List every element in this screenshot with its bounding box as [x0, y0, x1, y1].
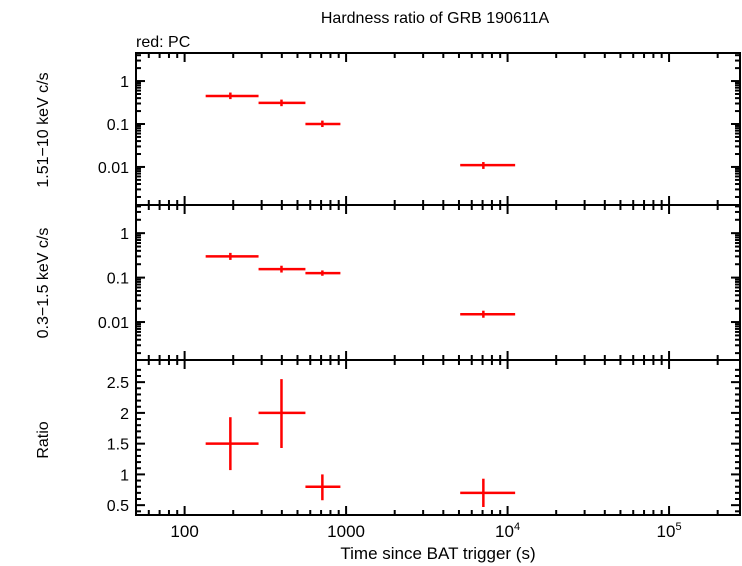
panel-frame — [135, 52, 741, 206]
x-tick-base: 100 — [170, 522, 198, 541]
panel-1: 1 0.1 0.01 — [98, 204, 741, 361]
x-tick-label: 100 — [170, 522, 198, 541]
x-tick-exponent: 4 — [514, 521, 520, 533]
y-tick-label: 0.01 — [98, 160, 129, 177]
panel-frame — [135, 204, 741, 361]
panel-2: 2.5 2 1.5 1 0.5 — [107, 359, 741, 516]
panel-frame — [135, 359, 741, 516]
x-axis-label: Time since BAT trigger (s) — [340, 544, 535, 563]
y-tick-label: 1.5 — [107, 437, 129, 454]
y-tick-label: 0.1 — [107, 271, 129, 288]
y-axis-label-hard: 1.51−10 keV c/s — [35, 72, 52, 187]
x-tick-label: 1000 — [327, 522, 365, 541]
y-axis-label-ratio: Ratio — [35, 421, 52, 458]
y-tick-label: 0.1 — [107, 117, 129, 134]
x-tick-base: 1000 — [327, 522, 365, 541]
y-tick-label: 1 — [120, 226, 129, 243]
y-tick-label: 1 — [120, 74, 129, 91]
y-tick-label: 2.5 — [107, 375, 129, 392]
y-tick-label: 0.5 — [107, 498, 129, 515]
data-point — [258, 265, 306, 273]
data-point — [258, 379, 306, 448]
x-tick-label: 104 — [495, 521, 520, 541]
x-tick-base: 10 — [657, 522, 676, 541]
data-point — [258, 99, 306, 107]
legend-note: red: PC — [136, 34, 190, 51]
y-tick-label: 2 — [120, 406, 129, 423]
y-tick-label: 1 — [120, 467, 129, 484]
x-tick-exponent: 5 — [675, 521, 681, 533]
x-tick-label: 105 — [657, 521, 682, 541]
chart-title: Hardness ratio of GRB 190611A — [321, 10, 550, 27]
y-axis-label-soft: 0.3−1.5 keV c/s — [35, 228, 52, 339]
data-point — [205, 417, 259, 471]
y-tick-label: 0.01 — [98, 315, 129, 332]
data-point — [460, 478, 516, 508]
data-point — [305, 120, 341, 128]
data-point — [460, 162, 516, 169]
data-point — [205, 252, 259, 260]
data-point — [305, 270, 341, 276]
data-point — [305, 474, 341, 501]
data-point — [460, 310, 516, 318]
panel-0: 1 0.1 0.01 — [98, 52, 741, 206]
data-point — [205, 92, 259, 100]
x-tick-base: 10 — [495, 522, 514, 541]
